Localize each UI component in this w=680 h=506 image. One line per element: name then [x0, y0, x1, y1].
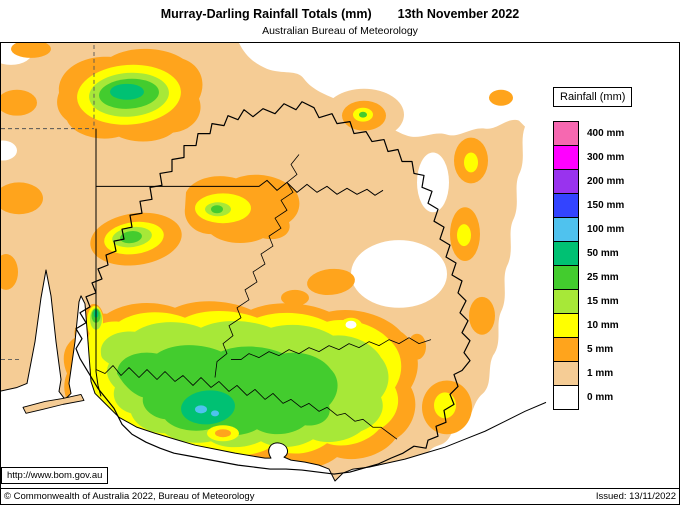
legend-color-swatch — [553, 265, 579, 290]
legend-entry-label: 0 mm — [587, 392, 614, 403]
bom-url-label: http://www.bom.gov.au — [1, 467, 109, 484]
qld-border — [96, 179, 384, 196]
legend-entry-label: 400 mm — [587, 128, 625, 139]
legend-title: Rainfall (mm) — [553, 87, 633, 107]
legend-color-swatch — [553, 193, 579, 218]
darling-river — [214, 154, 300, 378]
legend-color-swatch — [553, 337, 579, 362]
legend-entry-label: 25 mm — [587, 272, 619, 283]
map-date: 13th November 2022 — [397, 7, 520, 21]
legend-entry: 150 mm — [553, 193, 675, 218]
legend-entry: 15 mm — [553, 289, 675, 314]
legend-color-swatch — [553, 145, 579, 170]
ocean — [1, 269, 679, 488]
legend-color-swatch — [553, 241, 579, 266]
rivers — [95, 154, 432, 440]
legend-entry-label: 200 mm — [587, 176, 625, 187]
legend-entry-label: 300 mm — [587, 152, 625, 163]
latlon-gridlines — [1, 44, 95, 361]
legend-entry: 25 mm — [553, 265, 675, 290]
legend-entry: 5 mm — [553, 337, 675, 362]
legend-color-swatch — [553, 121, 579, 146]
rainfall-legend: Rainfall (mm) 400 mm 300 mm 200 mm 150 mm 10… — [553, 87, 675, 410]
page-subtitle: Australian Bureau of Meteorology — [262, 25, 418, 37]
legend-entry: 200 mm — [553, 169, 675, 194]
legend-entry: 400 mm — [553, 121, 675, 146]
legend-entry-label: 1 mm — [587, 368, 614, 379]
legend-color-swatch — [553, 289, 579, 314]
legend-entry: 300 mm — [553, 145, 675, 170]
legend-entry: 1 mm — [553, 361, 675, 386]
legend-entry-label: 15 mm — [587, 296, 619, 307]
issued-text: Issued: 13/11/2022 — [595, 491, 676, 502]
copyright-text: © Commonwealth of Australia 2022, Bureau… — [4, 491, 255, 502]
legend-entry-label: 5 mm — [587, 344, 614, 355]
legend-entry-label: 100 mm — [587, 224, 625, 235]
legend-entries: 400 mm 300 mm 200 mm 150 mm 100 mm 50 mm 25 mm… — [553, 121, 675, 410]
murray-river — [95, 365, 398, 440]
rainfall-contours — [1, 43, 558, 488]
map-header: Murray-Darling Rainfall Totals (mm) 13th … — [0, 0, 680, 42]
legend-color-swatch — [553, 385, 579, 410]
legend-entry: 10 mm — [553, 313, 675, 338]
legend-entry-label: 50 mm — [587, 248, 619, 259]
legend-color-swatch — [553, 361, 579, 386]
legend-entry-label: 10 mm — [587, 320, 619, 331]
legend-color-swatch — [553, 217, 579, 242]
rainfall-map-svg — [1, 43, 679, 488]
coastline — [1, 269, 547, 482]
legend-entry: 100 mm — [553, 217, 675, 242]
legend-entry-label: 150 mm — [587, 200, 625, 211]
legend-entry: 0 mm — [553, 385, 675, 410]
footer-bar: © Commonwealth of Australia 2022, Bureau… — [0, 488, 680, 505]
title-row: Murray-Darling Rainfall Totals (mm) 13th … — [0, 7, 680, 21]
basin-boundary — [75, 101, 471, 475]
kangaroo-island — [22, 393, 85, 414]
legend-color-swatch — [553, 313, 579, 338]
legend-color-swatch — [553, 169, 579, 194]
map-frame: Rainfall (mm) 400 mm 300 mm 200 mm 150 mm 10… — [0, 42, 680, 489]
legend-entry: 50 mm — [553, 241, 675, 266]
page-title: Murray-Darling Rainfall Totals (mm) — [160, 7, 372, 21]
murrumbidgee-river — [231, 337, 432, 360]
